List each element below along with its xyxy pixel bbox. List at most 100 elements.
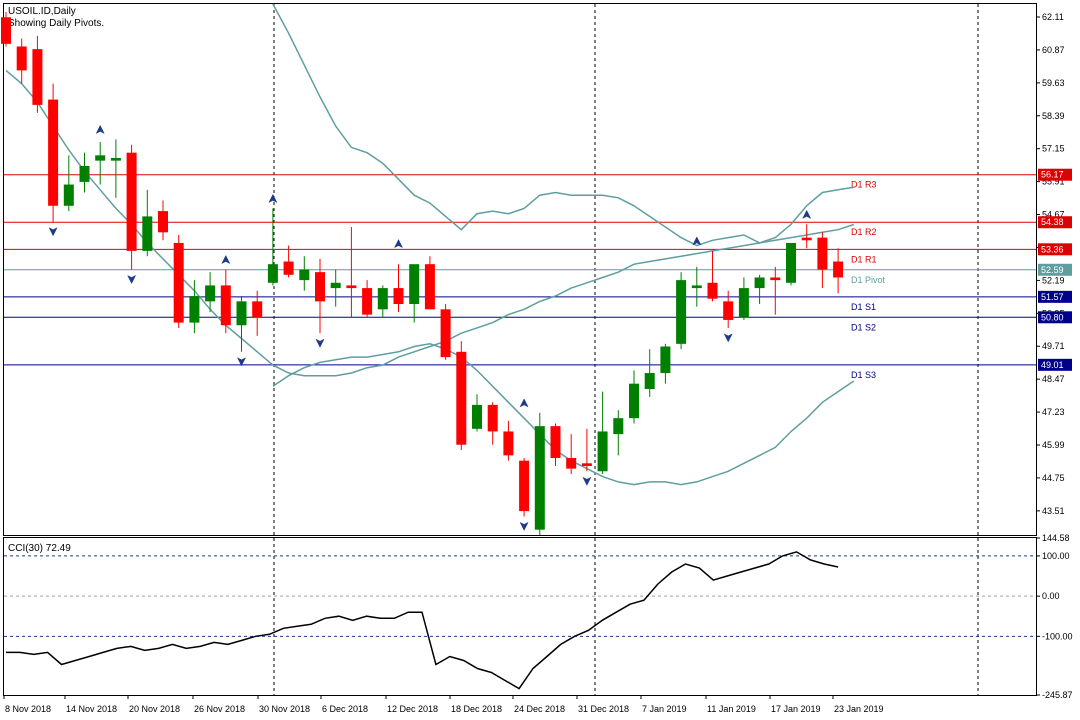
price-badge-label: 53.36	[1041, 244, 1064, 254]
price-tick-label: 55.91	[1042, 177, 1065, 187]
candle-body	[770, 277, 781, 281]
fractal-up-arrow	[692, 236, 702, 246]
candle	[472, 394, 482, 432]
price-tick-label: 47.23	[1042, 407, 1065, 417]
candle	[299, 256, 310, 291]
fractal-up-arrow	[393, 239, 404, 249]
fractal-down-arrow	[48, 227, 58, 237]
fractal-up-arrow	[95, 124, 105, 134]
price-badge-label: 54.38	[1041, 217, 1064, 227]
candle-body	[581, 463, 592, 466]
candle-body	[330, 282, 341, 289]
candle-body	[424, 264, 435, 310]
fractal-markers	[48, 124, 812, 531]
time-tick-label: 11 Jan 2019	[707, 704, 756, 714]
symbol-title: USOIL.ID,Daily	[8, 6, 76, 17]
candle	[393, 264, 404, 312]
candle	[833, 248, 844, 294]
candlesticks	[1, 11, 844, 535]
candle	[110, 139, 121, 198]
candle	[597, 391, 608, 474]
candle-body	[315, 272, 325, 302]
cci-tick-label: -100.00	[1042, 631, 1073, 641]
candle-body	[283, 261, 294, 275]
candle	[16, 38, 27, 84]
fractal-up-arrow	[268, 193, 278, 203]
candle	[424, 256, 435, 310]
candle-body	[817, 237, 828, 270]
candle-body	[456, 351, 467, 445]
price-badge: 51.57	[1038, 290, 1072, 303]
candle-body	[173, 242, 184, 323]
candle-body	[299, 269, 310, 281]
price-panel-frame	[3, 3, 1037, 536]
price-badge-label: 56.17	[1041, 170, 1064, 180]
fractal-down-arrow	[236, 357, 247, 367]
candle	[691, 266, 702, 307]
price-tick-label: 58.39	[1042, 111, 1065, 121]
cci-title: CCI(30) 72.49	[8, 543, 71, 554]
candle-body	[707, 282, 718, 299]
candle-body	[738, 288, 749, 318]
candle-body	[833, 261, 844, 278]
time-tick-label: 7 Jan 2019	[642, 704, 687, 714]
price-badge: 53.36	[1038, 243, 1072, 256]
pivot-label: D1 Pivot	[851, 275, 886, 285]
candle-body	[676, 280, 687, 344]
time-tick-label: 17 Jan 2019	[771, 704, 821, 714]
candle-body	[16, 46, 27, 71]
candle	[581, 428, 592, 472]
time-tick-label: 8 Nov 2018	[5, 704, 51, 714]
time-tick-label: 24 Dec 2018	[514, 704, 565, 714]
pivot-label: D1 R2	[851, 227, 877, 237]
candle	[786, 242, 796, 286]
candle	[534, 412, 545, 535]
candle-body	[377, 288, 388, 310]
candle-body	[644, 373, 655, 389]
price-badge-label: 51.57	[1041, 292, 1064, 302]
candle	[346, 227, 357, 318]
candle	[205, 272, 216, 312]
candle	[252, 290, 263, 336]
price-tick-label: 57.15	[1042, 144, 1065, 154]
fractal-down-arrow	[519, 521, 529, 531]
candle	[362, 280, 373, 318]
price-badge-label: 52.59	[1041, 265, 1064, 275]
candle	[1, 11, 11, 47]
time-tick-label: 6 Dec 2018	[322, 704, 368, 714]
candle	[613, 410, 624, 456]
fractal-up-arrow	[519, 398, 529, 408]
cci-levels	[4, 555, 1036, 637]
candle	[283, 245, 294, 278]
candle-body	[409, 264, 420, 305]
pivot-subtitle: Showing Daily Pivots.	[8, 18, 104, 29]
candle	[79, 152, 90, 193]
price-badge: 54.38	[1038, 216, 1072, 229]
candle	[32, 35, 43, 113]
price-badge: 56.17	[1038, 168, 1072, 181]
time-tick-label: 30 Nov 2018	[259, 704, 310, 714]
candle-body	[440, 309, 451, 358]
candle-body	[723, 301, 734, 320]
candle	[236, 296, 247, 352]
candle	[63, 155, 74, 212]
candle-body	[32, 49, 43, 105]
candle	[550, 423, 561, 466]
candle-body	[110, 157, 121, 161]
candle	[377, 285, 388, 318]
candle	[409, 264, 420, 323]
fractal-down-arrow	[723, 333, 733, 343]
candle-body	[220, 285, 231, 326]
pivot-label: D1 S1	[851, 302, 876, 312]
price-tick-label: 44.75	[1042, 473, 1065, 483]
cci-tick-label: 144.58	[1042, 533, 1070, 543]
pivot-label: D1 S2	[851, 322, 876, 332]
time-tick-label: 14 Nov 2018	[66, 704, 117, 714]
candle	[801, 224, 812, 249]
price-badges: 56.17 54.38 53.36 52.59 51.57 50.80 49.01	[1038, 168, 1072, 371]
candle-body	[158, 211, 168, 233]
candle-body	[691, 285, 702, 289]
candle-body	[472, 404, 482, 429]
candle-body	[63, 184, 74, 206]
